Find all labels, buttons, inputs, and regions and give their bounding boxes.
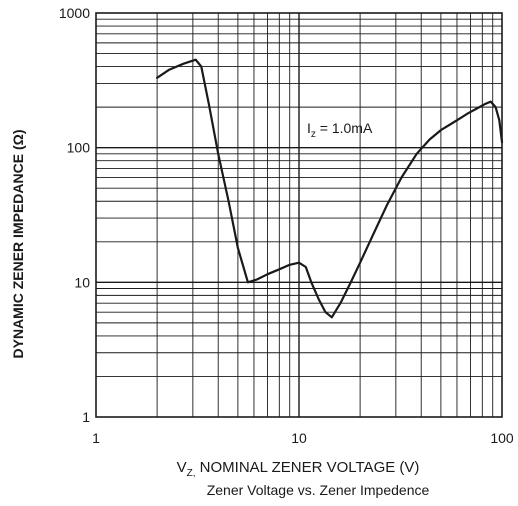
y-tick-label: 10 bbox=[74, 274, 90, 290]
x-tick-label: 1 bbox=[92, 430, 100, 446]
y-axis-label: DYNAMIC ZENER IMPEDANCE (Ω) bbox=[10, 129, 26, 358]
x-tick-label: 100 bbox=[490, 430, 514, 446]
y-tick-label: 1000 bbox=[59, 5, 90, 21]
plot-frame bbox=[95, 12, 503, 418]
y-tick-label: 100 bbox=[67, 140, 91, 156]
x-tick-label: 10 bbox=[291, 430, 307, 446]
chart-caption: Zener Voltage vs. Zener Impedence bbox=[207, 482, 430, 498]
grid bbox=[96, 13, 502, 417]
annotation-subscript: z bbox=[311, 129, 316, 140]
x-axis-label-symbol: V bbox=[177, 459, 187, 476]
x-axis-label-subscript: Z, bbox=[187, 468, 196, 479]
annotation-value: = 1.0mA bbox=[316, 120, 373, 136]
x-axis-label: VZ, NOMINAL ZENER VOLTAGE (V) bbox=[177, 459, 420, 479]
current-annotation: Iz = 1.0mA bbox=[307, 120, 373, 140]
annotation-symbol: I bbox=[307, 120, 311, 136]
tick-labels: 1 10 100 1000 1 10 100 bbox=[59, 5, 514, 446]
y-tick-label: 1 bbox=[82, 409, 90, 425]
impedance-curve bbox=[156, 58, 504, 319]
x-axis-label-text: NOMINAL ZENER VOLTAGE (V) bbox=[195, 459, 419, 476]
